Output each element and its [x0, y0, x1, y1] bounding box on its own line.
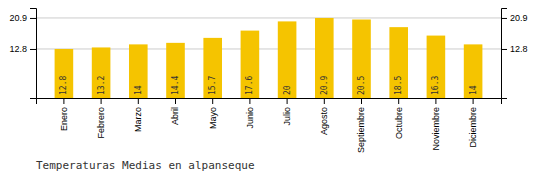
data-label: 14 — [134, 85, 143, 95]
tick: Julio — [282, 98, 292, 126]
bar — [92, 47, 111, 98]
bar — [129, 44, 148, 98]
tick-label: Noviembre — [431, 107, 441, 151]
tick-label: Agosto — [319, 107, 329, 135]
tick-mark — [63, 98, 64, 104]
data-label: 15.7 — [208, 76, 217, 95]
tick-mark — [249, 98, 250, 104]
tick: 20.9 — [9, 13, 36, 23]
tick-mark — [473, 98, 474, 104]
bar — [278, 21, 297, 98]
data-label: 17.6 — [245, 76, 254, 95]
bar — [464, 44, 483, 98]
bar — [166, 43, 185, 98]
tick-label: Marzo — [133, 107, 143, 132]
data-label: 20.5 — [357, 76, 366, 95]
grid-line — [36, 17, 501, 18]
tick-label: Octubre — [394, 107, 404, 139]
y-axis: 12.8 20.9 — [9, 9, 36, 99]
data-label: 13.2 — [97, 76, 106, 95]
bar — [55, 49, 74, 98]
bars — [55, 18, 483, 98]
tick: Mayo — [208, 98, 218, 129]
tick-mark — [30, 49, 36, 50]
data-label: 16.3 — [431, 76, 440, 95]
tick-label: Junio — [245, 107, 255, 129]
bar — [241, 31, 260, 98]
data-label: 12.8 — [59, 76, 68, 95]
bar — [315, 18, 334, 98]
tick-mark — [398, 98, 399, 104]
tick-mark — [501, 18, 507, 19]
tick-label: Julio — [282, 107, 292, 126]
tick-label: Abril — [170, 107, 180, 125]
tick-mark — [212, 98, 213, 104]
tick-label: 12.8 — [510, 44, 528, 54]
tick: 12.8 — [9, 44, 36, 54]
tick: Octubre — [394, 98, 404, 139]
tick-mark — [287, 98, 288, 104]
tick: Febrero — [96, 98, 106, 139]
bar — [203, 38, 222, 98]
tick: Noviembre — [431, 98, 441, 151]
tick: Enero — [59, 98, 69, 131]
tick: Marzo — [133, 98, 143, 132]
tick: Agosto — [319, 98, 329, 135]
tick-mark — [101, 98, 102, 104]
bar — [389, 27, 408, 98]
tick-label: Diciembre — [468, 107, 478, 148]
data-label: 14 — [469, 85, 478, 95]
data-label: 14.4 — [171, 76, 180, 95]
axis-line — [30, 9, 37, 99]
tick-mark — [361, 98, 362, 104]
tick: Junio — [245, 98, 255, 129]
tick-mark — [138, 98, 139, 104]
plot: 12.8 13.2 14 14.4 15.7 17.6 20 20.9 20.5 18.5 16.3… — [9, 9, 527, 154]
tick: 12.8 — [501, 44, 528, 54]
tick: Abril — [170, 98, 180, 125]
chart: 12.8 13.2 14 14.4 15.7 17.6 20 20.9 20.5 18.5 16.3… — [0, 0, 537, 174]
tick-label: Febrero — [96, 107, 106, 139]
x-axis: Enero Febrero Marzo Abril Mayo Junio Julio Agos… — [37, 98, 502, 153]
tick: 20.9 — [501, 13, 528, 23]
data-labels: 12.8 13.2 14 14.4 15.7 17.6 20 20.9 20.5 18.5 16.3… — [59, 76, 477, 95]
tick-mark — [435, 98, 436, 104]
tick-label: Enero — [59, 107, 69, 131]
tick-mark — [175, 98, 176, 104]
tick-label: 20.9 — [9, 13, 27, 23]
tick-label: Mayo — [208, 107, 218, 129]
bar — [427, 36, 446, 98]
data-label: 18.5 — [394, 76, 403, 95]
data-label: 20.9 — [320, 76, 329, 95]
tick: Diciembre — [468, 98, 478, 148]
bar — [352, 19, 371, 98]
title: Temperaturas Medias en alpanseque — [36, 159, 255, 172]
tick-mark — [30, 18, 36, 19]
tick-label: Septiembre — [356, 107, 366, 153]
axis-line — [37, 99, 502, 105]
tick: Septiembre — [356, 98, 366, 153]
tick-mark — [501, 49, 507, 50]
tick-mark — [324, 98, 325, 104]
data-label: 20 — [283, 85, 292, 95]
y2-axis: 12.8 20.9 — [501, 9, 528, 99]
tick-label: 12.8 — [9, 44, 27, 54]
tick-label: 20.9 — [510, 13, 528, 23]
axis-line — [502, 9, 508, 99]
